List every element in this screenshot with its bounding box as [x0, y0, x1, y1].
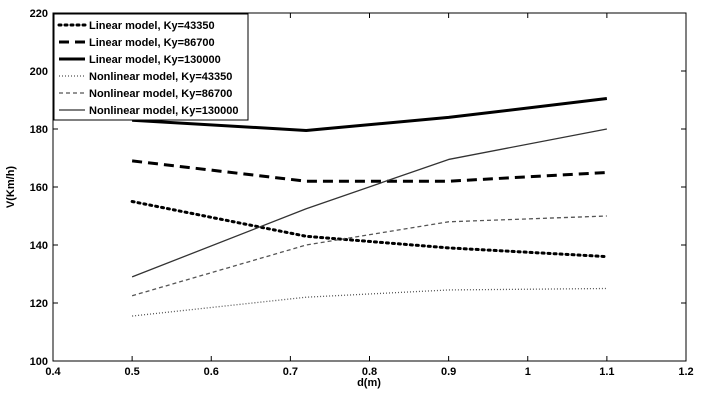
y-tick-label: 180 [30, 124, 48, 136]
y-tick-label: 160 [30, 182, 48, 194]
x-tick-label: 0.5 [124, 366, 139, 378]
legend-label: Nonlinear model, Ky=43350 [89, 71, 232, 83]
legend-label: Linear model, Ky=130000 [89, 54, 221, 66]
x-tick-label: 1.1 [599, 366, 614, 378]
series-group [130, 97, 609, 317]
x-tick-label: 0.7 [283, 366, 298, 378]
y-axis-label: V(Km/h) [5, 166, 17, 209]
legend-label: Nonlinear model, Ky=86700 [89, 88, 232, 100]
x-axis-label: d(m) [357, 377, 381, 389]
x-tick-label: 1 [525, 366, 531, 378]
x-tick-label: 0.4 [45, 366, 61, 378]
y-tick-label: 140 [30, 240, 48, 252]
ticks-group: 0.4 0.5 0.6 0.7 0.8 0.9 1 1.1 1.2 100 120 140 160 180… [30, 8, 694, 378]
legend-box [53, 13, 249, 121]
series-line-2 [131, 159, 607, 183]
x-tick-label: 0.9 [441, 366, 456, 378]
legend-label: Linear model, Ky=43350 [89, 20, 215, 32]
x-tick-label: 0.6 [204, 366, 219, 378]
legend-label: Linear model, Ky=86700 [89, 37, 215, 49]
series-line-5 [131, 215, 607, 297]
x-tick-label: 0.8 [362, 366, 377, 378]
series-line-1 [130, 200, 609, 259]
y-tick-label: 200 [30, 66, 48, 78]
series-line-4 [132, 287, 607, 317]
legend: Linear model, Ky=43350 Linear model, Ky=8… [53, 13, 249, 121]
series-line-6 [131, 128, 607, 278]
x-tick-label: 1.2 [678, 366, 693, 378]
legend-label: Nonlinear model, Ky=130000 [89, 105, 238, 117]
series-line-3 [132, 97, 608, 132]
y-tick-label: 220 [30, 8, 48, 20]
y-tick-label: 120 [30, 298, 48, 310]
y-tick-label: 100 [30, 356, 48, 368]
